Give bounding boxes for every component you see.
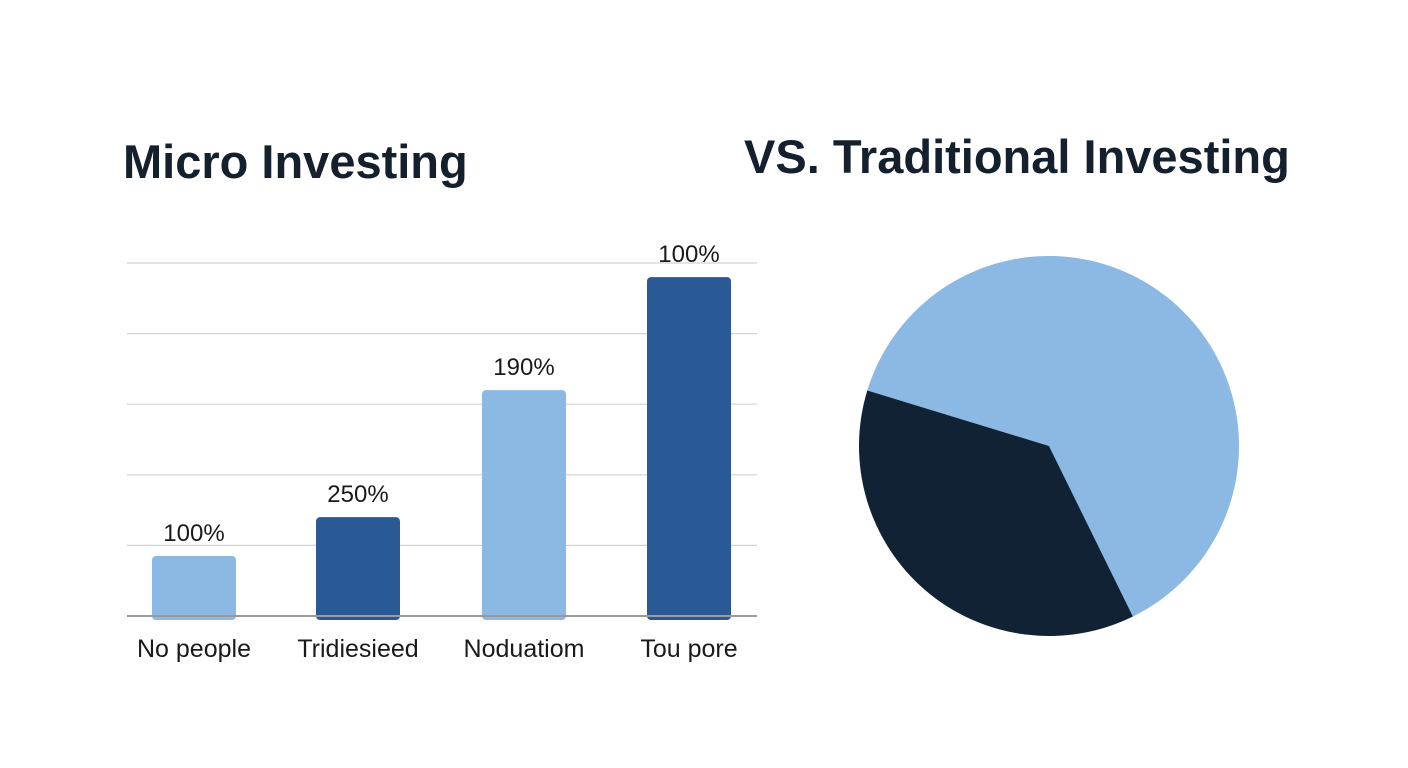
bar-data-label-1: 100% xyxy=(163,520,224,547)
bar-1 xyxy=(152,555,236,620)
x-tick-label-4: Tou pore xyxy=(640,635,737,663)
x-tick-label-2: Tridiesieed xyxy=(297,635,418,663)
bar-chart: 100% No people 250% Tridiesieed 190% Noduatio… xyxy=(127,241,757,663)
bar-data-label-2: 250% xyxy=(327,481,388,508)
pie-chart-title: VS. Traditional Investing xyxy=(744,130,1290,183)
bar-data-label-4: 100% xyxy=(658,241,719,268)
x-tick-label-1: No people xyxy=(137,635,251,663)
x-tick-label-3: Noduatiom xyxy=(464,635,585,663)
bar-data-label-3: 190% xyxy=(493,354,554,381)
bar-3 xyxy=(482,390,566,620)
bar-chart-title: Micro Investing xyxy=(123,135,468,188)
bar-2 xyxy=(316,517,400,620)
pie-slice-1 xyxy=(867,255,1240,617)
bar-4 xyxy=(647,277,731,620)
pie-chart xyxy=(859,255,1240,636)
pie-slice-2 xyxy=(859,390,1133,636)
